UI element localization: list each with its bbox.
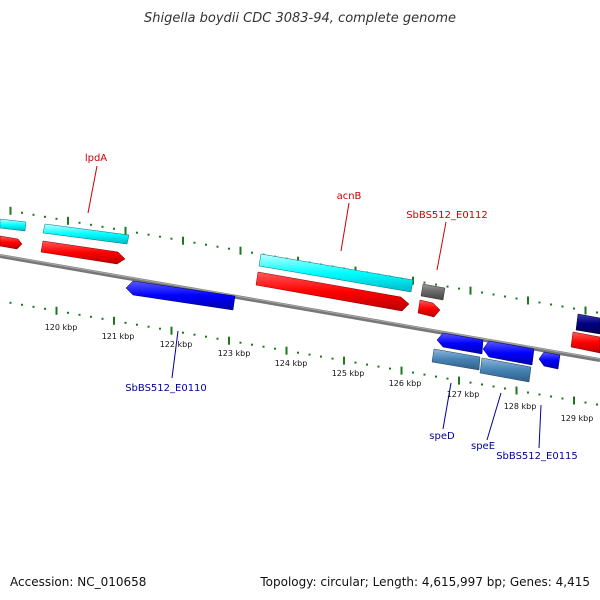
genome-summary-text: Topology: circular; Length: 4,615,997 bp…: [259, 575, 590, 589]
leader-acnb: [340, 202, 350, 252]
leader-lpda: [87, 165, 98, 214]
feature-sbbs512-e0112-cds[interactable]: [417, 299, 441, 318]
feature-left-gene-forward[interactable]: [0, 218, 27, 232]
label-leaders: [87, 165, 542, 449]
feature-lpda-cds[interactable]: [40, 240, 126, 265]
genome-backbone: [0, 254, 600, 362]
gene-label-acnb[interactable]: acnB: [337, 191, 362, 202]
gene-label-sped[interactable]: speD: [429, 431, 455, 442]
map-title: Shigella boydii CDC 3083-94, complete ge…: [144, 11, 456, 26]
gene-label-lpda[interactable]: lpdA: [85, 153, 107, 164]
feature-spee-gene[interactable]: [479, 357, 532, 383]
feature-sbbs512-e0112-other[interactable]: [420, 283, 446, 301]
leader-sped: [442, 382, 452, 430]
feature-sped-cds[interactable]: [436, 332, 484, 355]
outer-tick-ring: [9, 206, 598, 315]
gene-label-spee[interactable]: speE: [471, 441, 495, 452]
kbp-ruler-labels: 120 kbp 121 kbp 122 kbp 123 kbp 124 kbp …: [45, 323, 594, 423]
feature-spee-cds[interactable]: [482, 340, 535, 366]
feature-acnb-gene[interactable]: [258, 253, 414, 293]
feature-sbbs512-e0115-cds[interactable]: [538, 351, 561, 370]
kbp-label: 127 kbp: [447, 390, 480, 399]
gene-label-sbbs512-e0112[interactable]: SbBS512_E0112: [406, 210, 488, 221]
feature-lpda-gene[interactable]: [42, 223, 130, 245]
feature-right-cds-forward[interactable]: [570, 331, 600, 354]
reverse-strand-features: [125, 280, 600, 383]
gene-name-labels: lpdA acnB SbBS512_E0112 SbBS512_E0110 sp…: [85, 153, 578, 462]
gene-label-sbbs512-e0115[interactable]: SbBS512_E0115: [496, 451, 578, 462]
leader-sbbs512-e0110: [171, 330, 179, 379]
kbp-label: 126 kbp: [389, 379, 422, 388]
feature-left-cds-forward[interactable]: [0, 235, 23, 250]
feature-sped-gene[interactable]: [431, 348, 481, 371]
feature-right-gene-reverse[interactable]: [575, 313, 600, 335]
kbp-label: 120 kbp: [45, 323, 78, 332]
kbp-label: 124 kbp: [275, 359, 308, 368]
feature-acnb-cds[interactable]: [255, 271, 410, 312]
kbp-label: 123 kbp: [218, 349, 251, 358]
forward-strand-features: [0, 218, 600, 354]
kbp-label: 128 kbp: [504, 402, 537, 411]
feature-sbbs512-e0110-cds[interactable]: [125, 280, 236, 311]
kbp-label: 129 kbp: [561, 414, 594, 423]
leader-spee: [486, 392, 502, 441]
accession-text: Accession: NC_010658: [10, 575, 146, 589]
leader-sbbs512-e0115: [538, 404, 542, 449]
kbp-label: 125 kbp: [332, 369, 365, 378]
gene-label-sbbs512-e0110[interactable]: SbBS512_E0110: [125, 383, 207, 394]
genome-backbone-highlight: [0, 254, 600, 360]
kbp-label: 122 kbp: [160, 340, 193, 349]
inner-tick-ring: [9, 301, 598, 406]
kbp-label: 121 kbp: [102, 332, 135, 341]
leader-sbbs512-e0112: [436, 221, 447, 271]
